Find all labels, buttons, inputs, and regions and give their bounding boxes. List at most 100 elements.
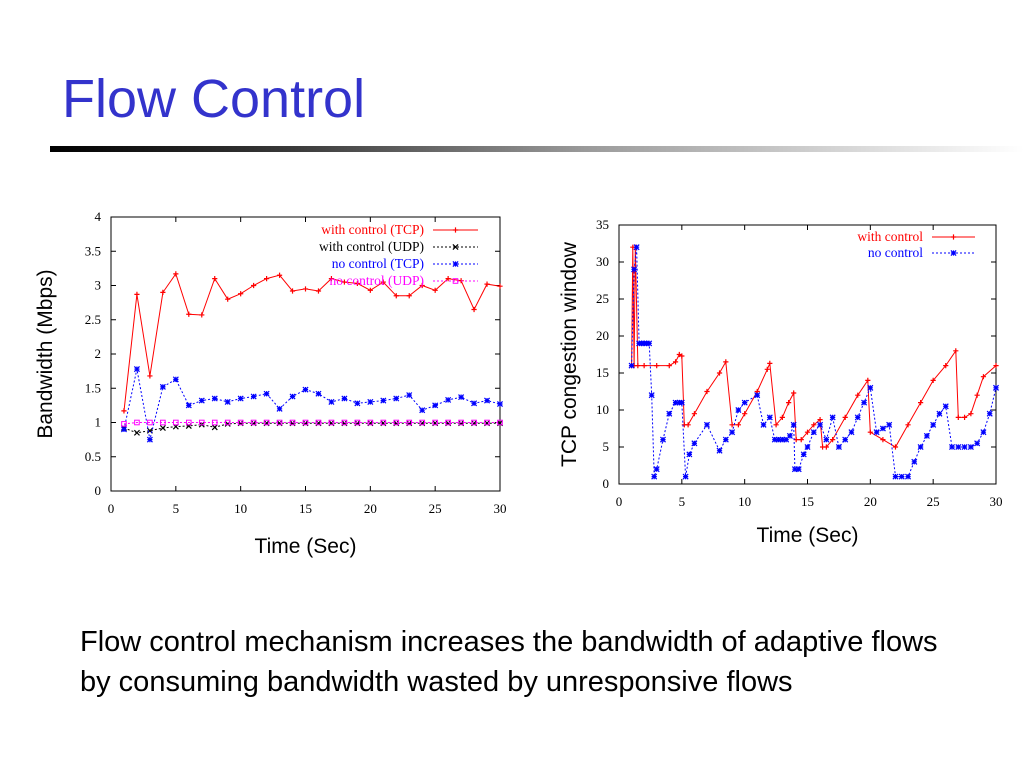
- data-point: [986, 410, 993, 417]
- data-point: [791, 466, 798, 473]
- data-point: [263, 390, 270, 397]
- data-point: [186, 419, 192, 426]
- series-line: [123, 272, 501, 411]
- legend-marker: [452, 227, 459, 233]
- data-point: [892, 473, 899, 480]
- data-point: [942, 403, 949, 410]
- data-point: [835, 443, 842, 451]
- legend-label: with control: [857, 229, 923, 244]
- data-point: [380, 419, 387, 426]
- data-point: [654, 363, 660, 369]
- data-point: [691, 440, 698, 447]
- data-point: [953, 348, 959, 354]
- data-point: [406, 419, 413, 426]
- slide-caption: Flow control mechanism increases the ban…: [80, 626, 938, 698]
- data-point: [968, 411, 974, 417]
- data-point: [775, 436, 782, 443]
- data-point: [842, 414, 848, 420]
- y-axis-label: Bandwidth (Mbps): [34, 269, 57, 438]
- data-point: [225, 296, 231, 302]
- y-tick-label: 35: [596, 217, 609, 232]
- slide-title: Flow Control: [62, 69, 366, 129]
- data-point: [659, 436, 667, 443]
- x-tick-label: 20: [364, 501, 377, 516]
- data-point: [484, 397, 491, 404]
- data-point: [134, 419, 140, 426]
- data-point: [263, 419, 270, 426]
- y-tick-label: 1: [95, 415, 102, 430]
- data-point: [810, 429, 817, 436]
- data-point: [766, 414, 773, 421]
- data-point: [341, 419, 348, 426]
- data-point: [830, 437, 836, 443]
- x-tick-label: 0: [616, 494, 623, 509]
- x-tick-label: 15: [299, 501, 312, 516]
- data-point: [238, 291, 244, 297]
- data-point: [764, 366, 770, 372]
- data-point: [276, 419, 283, 426]
- data-point: [795, 466, 802, 473]
- data-point: [729, 422, 735, 428]
- data-point: [723, 359, 729, 365]
- data-point: [741, 399, 748, 406]
- data-point: [930, 421, 937, 428]
- data-point: [380, 279, 386, 285]
- data-point: [251, 282, 257, 289]
- y-tick-label: 10: [596, 402, 609, 417]
- data-point: [892, 444, 899, 450]
- y-tick-label: 4: [95, 209, 102, 224]
- data-point: [691, 411, 697, 417]
- data-point: [224, 398, 231, 405]
- data-point: [133, 429, 140, 436]
- data-point: [804, 443, 811, 451]
- data-point: [328, 419, 335, 426]
- data-point: [628, 362, 635, 369]
- legend-marker: [452, 260, 459, 268]
- data-point: [786, 400, 792, 406]
- data-point: [936, 410, 943, 417]
- y-axis-label: TCP congestion window: [558, 241, 581, 467]
- x-tick-label: 30: [990, 494, 1003, 509]
- data-point: [735, 406, 742, 414]
- data-point: [224, 419, 231, 426]
- data-point: [861, 399, 868, 406]
- data-point: [445, 276, 451, 282]
- data-point: [798, 437, 804, 443]
- data-point: [173, 271, 179, 277]
- data-point: [672, 399, 679, 406]
- y-tick-label: 0: [95, 483, 102, 498]
- y-tick-label: 2.5: [85, 312, 101, 327]
- data-point: [804, 429, 811, 435]
- data-point: [651, 473, 658, 480]
- data-point: [289, 393, 296, 400]
- data-point: [930, 377, 936, 383]
- data-point: [160, 289, 166, 295]
- data-point: [212, 276, 218, 282]
- y-tick-label: 2: [95, 346, 102, 361]
- data-point: [817, 417, 823, 423]
- data-point: [185, 422, 192, 429]
- x-tick-label: 5: [173, 501, 180, 516]
- legend-label: no control (UDP): [330, 273, 425, 288]
- data-point: [458, 394, 465, 401]
- data-point: [967, 443, 974, 451]
- x-tick-label: 25: [429, 501, 442, 516]
- data-point: [685, 422, 691, 428]
- data-point: [458, 419, 464, 426]
- y-tick-label: 3.5: [85, 243, 101, 258]
- y-tick-label: 5: [603, 439, 610, 454]
- data-point: [867, 429, 873, 435]
- legend-label: no control: [868, 245, 923, 260]
- series-1: [628, 244, 999, 450]
- data-point: [880, 437, 886, 443]
- data-point: [917, 443, 924, 451]
- data-point: [367, 398, 374, 405]
- data-point: [704, 388, 710, 395]
- data-point: [250, 419, 257, 426]
- series-3: [120, 366, 504, 443]
- legend-marker: [950, 249, 957, 257]
- x-tick-label: 5: [679, 494, 686, 509]
- data-point: [147, 373, 153, 379]
